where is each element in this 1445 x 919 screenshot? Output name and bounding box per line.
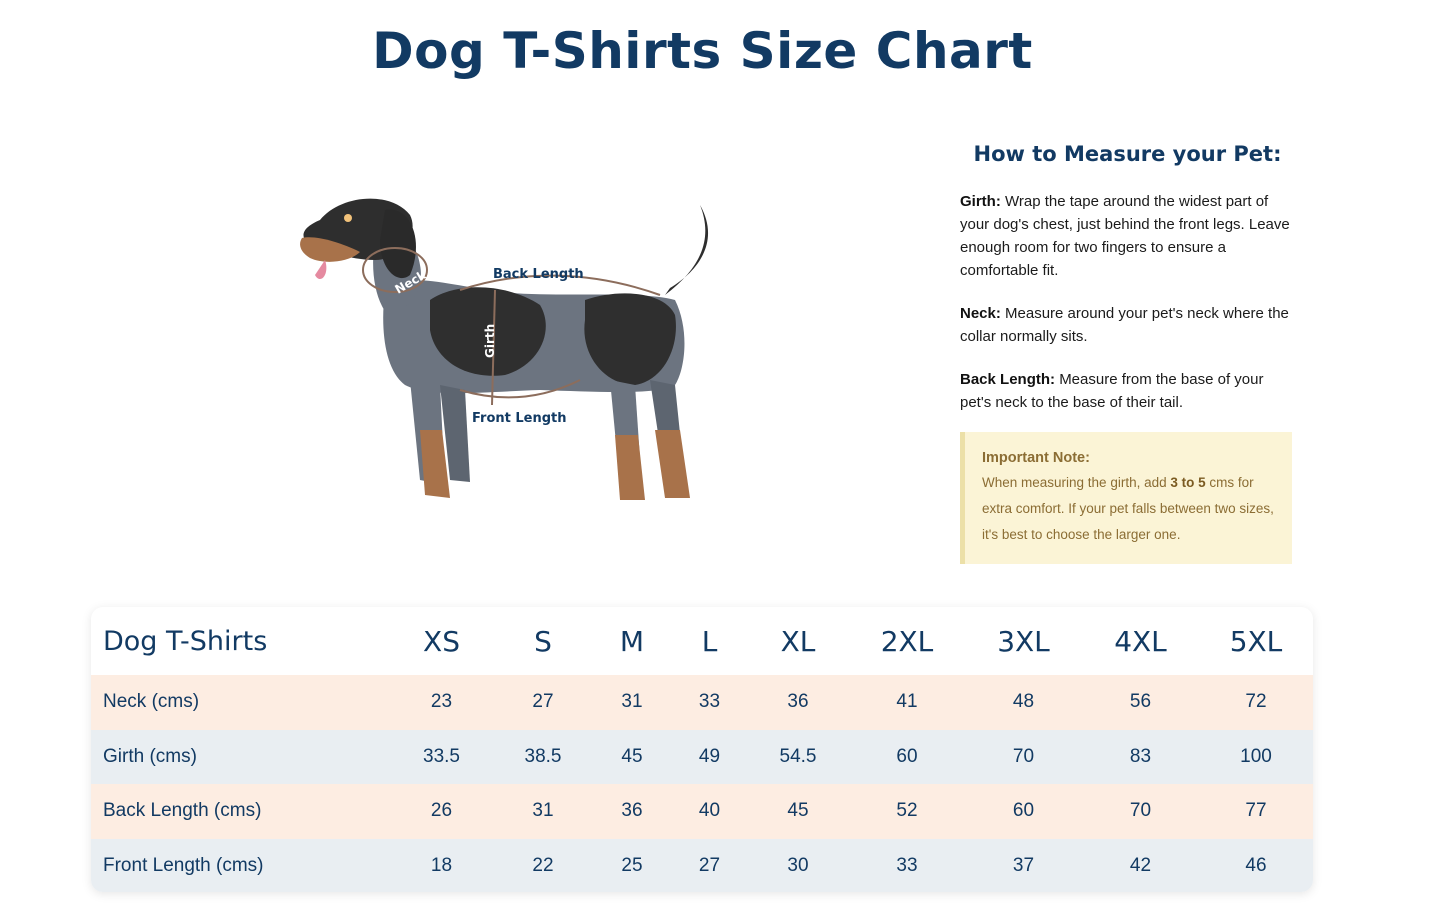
table-cell: 36 [592,784,672,839]
table-cell: 42 [1082,838,1199,892]
row-label: Neck (cms) [91,675,389,730]
back-length-instruction: Back Length: Measure from the base of yo… [960,368,1295,414]
table-cell: 52 [849,784,965,839]
table-cell: 40 [672,784,747,839]
table-cell: 18 [389,838,494,892]
table-cell: 83 [1082,729,1199,784]
table-cell: 77 [1199,784,1313,839]
table-cell: 60 [849,729,965,784]
neck-text: Measure around your pet's neck where the… [960,305,1289,345]
table-cell: 33 [849,838,965,892]
note-text-after: cms for extra comfort. If your pet falls… [982,475,1274,542]
header-size-m: M [619,624,645,658]
table-row: Front Length (cms) 18 22 25 27 30 33 37 … [91,838,1313,892]
header-size-2xl: 2XL [880,624,934,658]
note-text-before: When measuring the girth, add [982,475,1171,490]
table-cell: 46 [1199,838,1313,892]
table-cell: 36 [747,675,849,730]
girth-label: Girth [483,324,497,358]
table-cell: 56 [1082,675,1199,730]
header-size-3xl: 3XL [997,624,1050,658]
table-cell: 45 [747,784,849,839]
girth-instruction: Girth: Wrap the tape around the widest p… [960,190,1295,282]
table-cell: 45 [592,729,672,784]
row-label: Back Length (cms) [91,784,389,839]
row-label: Girth (cms) [91,729,389,784]
table-cell: 31 [494,784,592,839]
table-cell: 30 [747,838,849,892]
dog-measurement-illustration: Back Length Front Length Girth Neck [280,180,750,530]
header-label: Dog T-Shirts [103,625,268,657]
table-cell: 22 [494,838,592,892]
how-to-measure-section: How to Measure your Pet: Girth: Wrap the… [960,142,1295,434]
note-text: When measuring the girth, add 3 to 5 cms… [982,470,1274,548]
neck-term: Neck: [960,305,1001,322]
table-cell: 25 [592,838,672,892]
table-cell: 54.5 [747,729,849,784]
table-header-row: Dog T-Shirts XS S M L XL 2XL 3XL 4XL 5XL [91,607,1313,675]
header-size-s: S [534,624,552,658]
table-cell: 33 [672,675,747,730]
back-length-term: Back Length: [960,371,1056,388]
table-cell: 60 [965,784,1082,839]
row-label: Front Length (cms) [91,838,389,892]
note-bold: 3 to 5 [1170,475,1206,490]
header-size-5xl: 5XL [1229,624,1283,658]
measure-heading: How to Measure your Pet: [973,142,1282,166]
back-length-text: Measure from the base of your pet's neck… [960,371,1264,411]
header-size-xs: XS [423,624,460,658]
neck-instruction: Neck: Measure around your pet's neck whe… [960,302,1295,348]
size-chart-table: Dog T-Shirts XS S M L XL 2XL 3XL 4XL 5XL… [91,607,1313,892]
table-cell: 23 [389,675,494,730]
table-cell: 48 [965,675,1082,730]
table-row: Back Length (cms) 26 31 36 40 45 52 60 7… [91,784,1313,839]
table-cell: 26 [389,784,494,839]
important-note: Important Note: When measuring the girth… [960,432,1292,564]
note-title: Important Note: [982,450,1090,466]
table-cell: 70 [965,729,1082,784]
girth-text: Wrap the tape around the widest part of … [960,193,1290,279]
header-size-l: L [701,624,718,658]
table-cell: 41 [849,675,965,730]
table-cell: 27 [494,675,592,730]
header-size-xl: XL [780,624,816,658]
table-cell: 72 [1199,675,1313,730]
front-length-label: Front Length [472,411,567,426]
header-size-4xl: 4XL [1114,624,1167,658]
table-row: Girth (cms) 33.5 38.5 45 49 54.5 60 70 8… [91,729,1313,784]
table-cell: 70 [1082,784,1199,839]
table-cell: 31 [592,675,672,730]
table-cell: 38.5 [494,729,592,784]
table-cell: 49 [672,729,747,784]
table-cell: 33.5 [389,729,494,784]
table-cell: 37 [965,838,1082,892]
girth-term: Girth: [960,193,1001,210]
table-cell: 27 [672,838,747,892]
table-row: Neck (cms) 23 27 31 33 36 41 48 56 72 [91,675,1313,730]
table-cell: 100 [1199,729,1313,784]
back-length-label: Back Length [493,267,584,282]
page-title: Dog T-Shirts Size Chart [372,22,1033,80]
